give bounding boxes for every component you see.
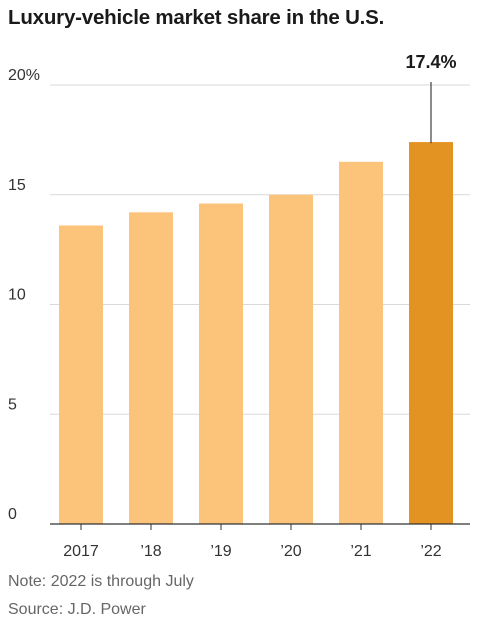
chart-source: Source: J.D. Power xyxy=(8,601,146,618)
x-tick-label: ’19 xyxy=(210,543,231,560)
chart-title: Luxury-vehicle market share in the U.S. xyxy=(8,6,385,29)
x-tick-label: ’22 xyxy=(420,543,441,560)
bar xyxy=(339,161,383,524)
chart-note: Note: 2022 is through July xyxy=(8,573,194,590)
bar xyxy=(129,212,173,524)
y-tick-label: 20% xyxy=(8,67,40,84)
x-tick-label: ’18 xyxy=(140,543,161,560)
highlight-label: 17.4% xyxy=(405,52,456,72)
bar xyxy=(199,203,243,524)
y-tick-label: 0 xyxy=(8,506,17,523)
x-tick-label: ’21 xyxy=(350,543,371,560)
y-tick-label: 5 xyxy=(8,396,17,413)
bar-chart: 0 5 10 15 20% 2017 ’18 ’19 ’20 ’21 ’22 17.4% xyxy=(8,52,470,560)
y-tick-label: 15 xyxy=(8,177,26,194)
bar xyxy=(409,142,453,524)
x-tick-label: 2017 xyxy=(63,543,99,560)
y-tick-label: 10 xyxy=(8,287,26,304)
x-tick-label: ’20 xyxy=(280,543,301,560)
bar xyxy=(269,194,313,524)
bar xyxy=(59,225,103,525)
